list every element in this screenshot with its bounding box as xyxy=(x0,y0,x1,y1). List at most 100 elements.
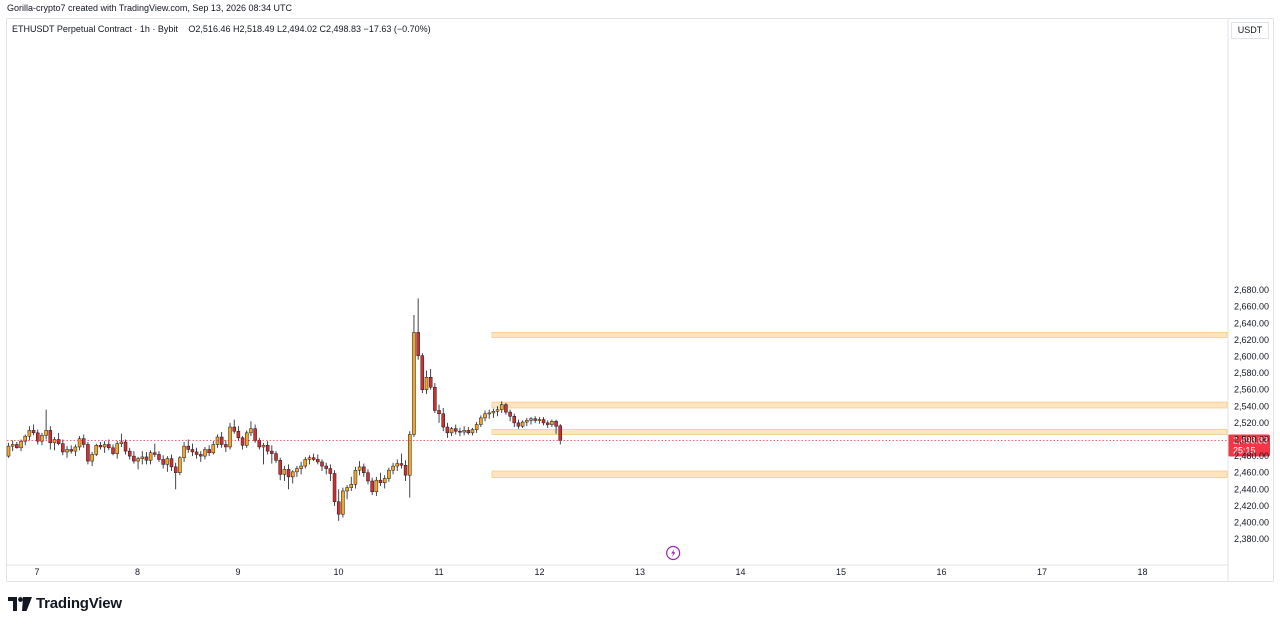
candle[interactable] xyxy=(403,460,408,481)
candle[interactable] xyxy=(94,443,99,457)
candle[interactable] xyxy=(178,456,182,476)
candle[interactable] xyxy=(165,456,170,472)
candle[interactable] xyxy=(487,409,491,419)
candle[interactable] xyxy=(378,472,383,486)
candle[interactable] xyxy=(550,419,554,428)
candle[interactable] xyxy=(328,464,333,481)
candle[interactable] xyxy=(387,467,391,482)
candle[interactable] xyxy=(286,464,291,490)
candle[interactable] xyxy=(470,427,475,436)
candle[interactable] xyxy=(332,470,337,506)
candle[interactable] xyxy=(420,353,425,394)
candle[interactable] xyxy=(253,424,257,443)
candle[interactable] xyxy=(224,440,228,452)
candle[interactable] xyxy=(107,439,111,451)
candle[interactable] xyxy=(161,455,165,469)
candle[interactable] xyxy=(56,432,61,446)
candle[interactable] xyxy=(374,476,379,496)
candle[interactable] xyxy=(541,417,546,426)
supply-demand-zone[interactable] xyxy=(491,332,1228,338)
candle[interactable] xyxy=(148,450,153,465)
candle[interactable] xyxy=(537,417,542,424)
candle[interactable] xyxy=(10,440,15,452)
candle[interactable] xyxy=(324,462,328,475)
candle[interactable] xyxy=(115,441,119,459)
candle[interactable] xyxy=(6,442,11,458)
candle[interactable] xyxy=(36,429,40,445)
candle[interactable] xyxy=(307,455,312,465)
candle[interactable] xyxy=(370,477,374,496)
candle[interactable] xyxy=(366,469,370,485)
candle[interactable] xyxy=(416,298,420,360)
candle[interactable] xyxy=(395,459,399,472)
candle[interactable] xyxy=(236,426,241,442)
candle[interactable] xyxy=(299,461,303,475)
candle[interactable] xyxy=(362,463,366,477)
candle[interactable] xyxy=(545,420,550,428)
candle[interactable] xyxy=(479,415,483,428)
candle[interactable] xyxy=(274,451,278,463)
candle[interactable] xyxy=(408,431,412,498)
candle[interactable] xyxy=(123,439,128,455)
candle[interactable] xyxy=(433,383,437,413)
candle[interactable] xyxy=(127,447,132,460)
candle[interactable] xyxy=(207,445,211,457)
candle[interactable] xyxy=(357,461,362,476)
candle[interactable] xyxy=(144,451,149,465)
candle[interactable] xyxy=(257,437,262,450)
candle[interactable] xyxy=(341,487,345,518)
supply-demand-zone[interactable] xyxy=(491,401,1228,409)
candle[interactable] xyxy=(265,441,270,455)
candle[interactable] xyxy=(282,466,287,481)
candle[interactable] xyxy=(382,475,387,489)
candle[interactable] xyxy=(399,453,404,469)
candle[interactable] xyxy=(52,437,57,451)
candle[interactable] xyxy=(98,441,103,450)
candle[interactable] xyxy=(228,422,232,450)
candle[interactable] xyxy=(136,456,140,470)
candle[interactable] xyxy=(27,426,32,441)
candle[interactable] xyxy=(516,419,521,429)
candle[interactable] xyxy=(391,462,395,475)
candle[interactable] xyxy=(311,453,316,462)
candle[interactable] xyxy=(15,441,19,449)
candle[interactable] xyxy=(316,454,320,465)
candle[interactable] xyxy=(23,434,27,446)
candle[interactable] xyxy=(31,424,36,436)
candle[interactable] xyxy=(508,409,512,422)
candle[interactable] xyxy=(353,466,358,489)
candle[interactable] xyxy=(173,462,178,490)
candle[interactable] xyxy=(345,485,349,500)
price-axis-unit[interactable]: USDT xyxy=(1231,22,1269,39)
candle[interactable] xyxy=(186,439,190,453)
candle[interactable] xyxy=(303,456,308,469)
candle[interactable] xyxy=(190,443,195,457)
tradingview-logo[interactable]: TradingView xyxy=(8,595,122,612)
candle[interactable] xyxy=(462,426,466,436)
candle[interactable] xyxy=(153,443,157,457)
candle[interactable] xyxy=(169,454,174,472)
candle[interactable] xyxy=(182,441,186,462)
candle[interactable] xyxy=(533,416,537,423)
candle[interactable] xyxy=(102,441,107,453)
candle[interactable] xyxy=(270,445,274,464)
candle[interactable] xyxy=(215,434,220,448)
candle[interactable] xyxy=(349,476,354,491)
candle[interactable] xyxy=(499,401,504,413)
candle[interactable] xyxy=(199,451,203,462)
candle[interactable] xyxy=(520,420,525,428)
candle[interactable] xyxy=(61,439,65,456)
candle[interactable] xyxy=(437,404,441,423)
candle[interactable] xyxy=(495,406,500,417)
candle[interactable] xyxy=(336,489,341,521)
candle[interactable] xyxy=(290,470,295,484)
candle[interactable] xyxy=(90,451,94,467)
candle[interactable] xyxy=(203,446,207,460)
candle[interactable] xyxy=(424,370,429,394)
candle[interactable] xyxy=(278,457,282,481)
candle[interactable] xyxy=(140,451,145,465)
candle[interactable] xyxy=(194,447,199,459)
candle[interactable] xyxy=(295,466,299,477)
candle[interactable] xyxy=(554,419,558,434)
